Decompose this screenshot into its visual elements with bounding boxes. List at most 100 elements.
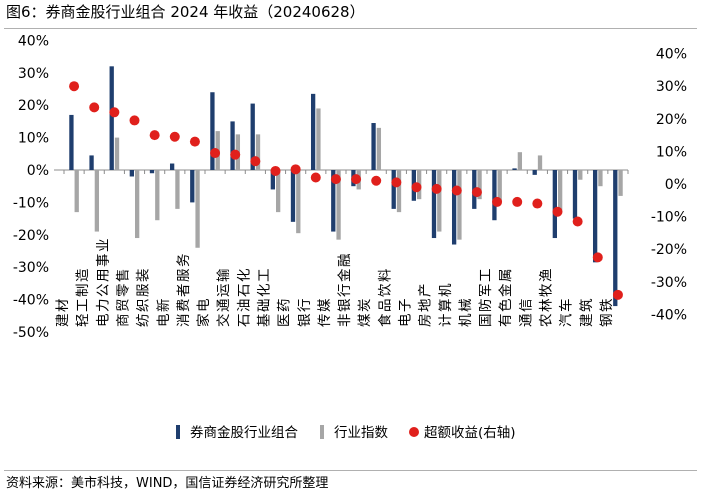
bar-portfolio (149, 170, 155, 174)
x-category-label: 石油石化 (236, 267, 252, 327)
y-left-tick-label: 20% (18, 98, 49, 114)
bar-industry-index (477, 170, 482, 200)
excess-return-point (250, 156, 261, 167)
x-category-label: 银行 (297, 297, 313, 327)
excess-return-point (149, 130, 160, 141)
x-category-label: 电新 (156, 297, 172, 327)
bar-industry-index (457, 170, 462, 240)
bar-portfolio (89, 155, 94, 170)
bar-portfolio (290, 170, 296, 222)
bar-portfolio (270, 170, 275, 190)
bar-portfolio (391, 170, 396, 209)
x-category-label: 医药 (277, 297, 293, 327)
excess-return-point (552, 206, 563, 217)
bar-portfolio (230, 121, 235, 170)
y-right-tick-label: -20% (651, 242, 687, 258)
bar-industry-index (396, 170, 402, 213)
bar-portfolio (169, 163, 175, 170)
y-right-tick-label: 30% (656, 79, 687, 95)
bar-portfolio (431, 170, 437, 239)
x-category-label: 消费者服务 (176, 252, 192, 327)
bar-industry-index (114, 137, 120, 170)
legend-label-portfolio: 券商金股行业组合 (190, 425, 298, 441)
y-left-tick-label: -30% (13, 260, 49, 276)
bar-portfolio (331, 170, 336, 232)
excess-return-point (592, 252, 603, 263)
bar-portfolio (129, 170, 134, 177)
legend-label-industry-index: 行业指数 (334, 425, 388, 441)
y-right-tick-label: 0% (665, 177, 687, 193)
bottom-divider (4, 470, 697, 471)
x-category-label: 机械 (458, 297, 474, 327)
bar-industry-index (376, 127, 382, 170)
bar-portfolio (572, 170, 578, 219)
bar-portfolio (592, 170, 598, 263)
chart-title: 图6：券商金股行业组合 2024 年收益（20240628） (6, 3, 365, 21)
y-left-tick-label: 30% (18, 66, 49, 82)
excess-return-point (109, 107, 120, 118)
bar-industry-index (336, 170, 341, 240)
bar-portfolio (210, 92, 215, 170)
x-category-label: 通信 (518, 297, 534, 327)
x-category-label: 建筑 (579, 297, 595, 327)
bar-industry-index (537, 155, 543, 170)
x-category-label: 非银行金融 (337, 252, 353, 327)
x-category-label: 纺织服装 (136, 267, 152, 327)
y-left-tick-label: 10% (18, 131, 49, 147)
bar-industry-index (74, 170, 79, 213)
x-category-label: 家电 (195, 297, 212, 327)
bar-portfolio (250, 103, 255, 170)
x-category-label: 基础化工 (256, 267, 273, 327)
bar-portfolio (190, 170, 195, 203)
excess-return-point (492, 196, 503, 207)
excess-return-point (391, 177, 402, 188)
y-right-tick-label: 20% (656, 112, 687, 128)
y-left-tick-label: -50% (13, 325, 49, 341)
excess-return-point (431, 183, 442, 194)
bar-industry-index (598, 170, 603, 187)
chart-svg: 40% 30% 20% 10% 0% -10% -20% -30% -40% -50% 40% 30%… (13, 33, 687, 441)
x-category-label: 交通运输 (215, 267, 232, 327)
excess-return-point (351, 174, 362, 185)
bar-portfolio (69, 114, 74, 170)
x-category-label: 电力公用事业 (95, 237, 111, 327)
y-left-tick-label: 0% (27, 163, 49, 179)
bar-industry-index (296, 170, 301, 234)
excess-return-point (210, 148, 221, 159)
bar-portfolio (310, 93, 316, 170)
bar-industry-index (94, 170, 100, 232)
excess-return-point (270, 165, 281, 176)
x-category-label: 传媒 (317, 297, 333, 327)
excess-return-point (471, 187, 482, 198)
excess-return-point (89, 102, 100, 113)
y-left-tick-label: -10% (13, 195, 49, 211)
y-right-tick-label: -10% (651, 210, 687, 226)
excess-return-point (310, 172, 321, 183)
legend-label-excess-return: 超额收益(右轴) (424, 425, 516, 441)
legend-swatch-industry-index (320, 425, 324, 439)
excess-return-point (189, 136, 200, 147)
x-category-label: 食品饮料 (376, 267, 393, 327)
y-right-tick-label: -30% (651, 275, 687, 291)
bar-portfolio (109, 66, 114, 170)
bar-industry-index (578, 170, 583, 180)
excess-return-point (512, 196, 523, 207)
excess-return-point (330, 174, 341, 185)
bar-portfolio (451, 170, 457, 245)
excess-return-point (169, 131, 180, 142)
bar-portfolio (512, 168, 517, 170)
y-left-tick-label: -20% (13, 228, 49, 244)
excess-return-point (612, 289, 623, 300)
source-note: 资料来源：美市科技，WIND，国信证券经济研究所整理 (6, 476, 329, 491)
x-category-label: 轻工制造 (75, 267, 91, 327)
bar-industry-index (155, 170, 160, 221)
bar-industry-index (276, 170, 281, 213)
bar-industry-index (135, 170, 140, 239)
bar-industry-index (437, 170, 442, 232)
bar-industry-index (175, 170, 180, 209)
excess-return-point (69, 81, 80, 92)
y-right-tick-label: -40% (651, 307, 687, 323)
bar-portfolio (613, 170, 618, 307)
bar-portfolio (371, 123, 376, 170)
